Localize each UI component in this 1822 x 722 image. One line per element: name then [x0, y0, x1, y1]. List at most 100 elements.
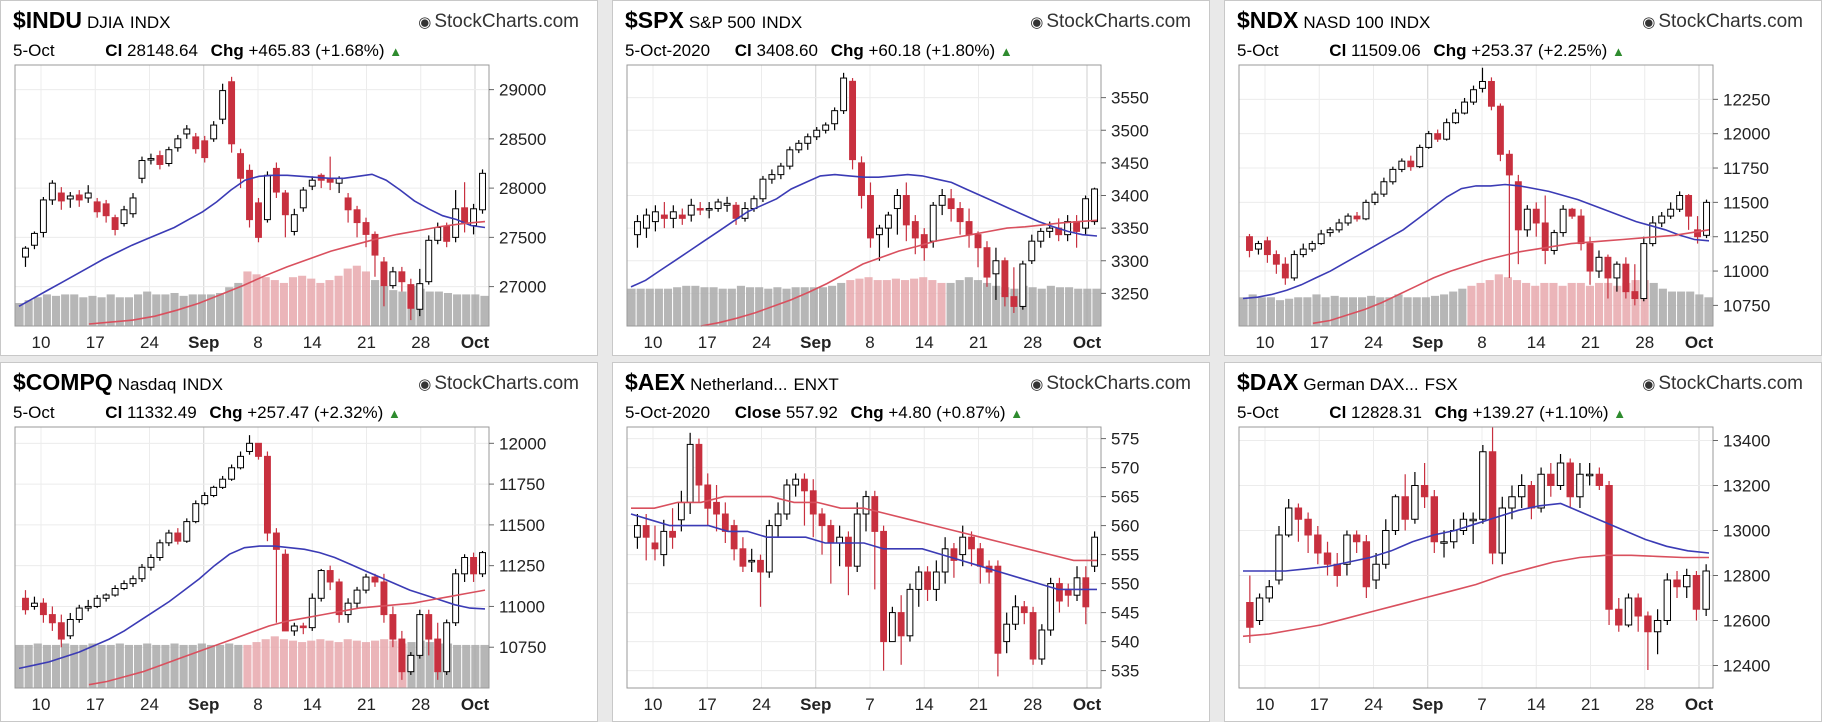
candle — [1073, 566, 1081, 601]
candle — [1514, 174, 1522, 265]
candle — [723, 196, 731, 212]
volume-bar — [1266, 297, 1275, 326]
volume-bar — [1065, 287, 1074, 326]
volume-bar — [124, 644, 133, 688]
candlestick-chart: 27000 27500 28000 28500 29000 10 17 24 Sep 8 14 21 2… — [14, 64, 546, 352]
y-tick-label: 10750 — [499, 638, 546, 657]
candle — [941, 537, 949, 584]
y-tick-label: 13000 — [1723, 522, 1770, 541]
candle — [156, 539, 164, 561]
candle — [849, 78, 857, 170]
volume-bar — [1485, 280, 1494, 326]
candle — [786, 146, 794, 170]
candle — [1615, 598, 1623, 632]
candle — [660, 519, 668, 567]
chart-panel-compq[interactable]: $COMPQ Nasdaq INDX ◉ StockCharts.com 5-Oct … — [0, 362, 598, 722]
volume-bar — [1412, 297, 1421, 326]
volume-bar — [1503, 277, 1512, 326]
candle — [147, 554, 155, 571]
volume-bar — [1449, 291, 1458, 326]
close-value: 557.92 — [785, 403, 838, 422]
candle — [407, 652, 415, 675]
candle — [897, 595, 905, 665]
x-tick-label: 14 — [303, 695, 322, 714]
volume-bar — [846, 280, 855, 326]
x-tick-label: 24 — [140, 695, 159, 714]
volume-bar — [828, 285, 837, 326]
candle — [183, 518, 191, 543]
ma-slow-line — [700, 219, 1098, 327]
y-tick-label: 12800 — [1723, 567, 1770, 586]
chg-label: Chg — [209, 403, 243, 422]
volume-bar — [216, 644, 225, 688]
brand-text: StockCharts.com — [434, 11, 579, 32]
x-tick-label: 8 — [253, 333, 262, 352]
panel-title: $COMPQ Nasdaq INDX — [13, 369, 223, 396]
chart-panel-ndx[interactable]: $NDX NASD 100 INDX ◉ StockCharts.com 5-Oct … — [1224, 0, 1822, 356]
candle — [669, 508, 676, 549]
volume-bar — [79, 644, 88, 688]
x-tick-label: 24 — [752, 695, 771, 714]
candle — [950, 543, 958, 578]
ma-slow-line — [88, 220, 486, 325]
candle — [75, 190, 83, 207]
candle — [308, 593, 316, 631]
volume-bar — [1257, 297, 1266, 326]
volume-bar — [298, 642, 307, 688]
chart-panel-dax[interactable]: $DAX German DAX... FSX ◉ StockCharts.com 5-… — [1224, 362, 1822, 722]
volume-bar — [389, 640, 398, 688]
ma-slow-line — [631, 495, 1097, 562]
volume-bar — [1540, 282, 1549, 326]
candle — [84, 185, 92, 203]
y-tick-label: 11250 — [1723, 228, 1769, 247]
x-tick-label: Sep — [188, 333, 219, 352]
up-arrow-icon: ▲ — [1612, 44, 1625, 59]
candle — [1382, 519, 1390, 569]
volume-bar — [818, 287, 828, 326]
x-tick-label: 14 — [1527, 333, 1546, 352]
volume-bar — [1576, 282, 1585, 326]
candle — [398, 630, 406, 680]
candle — [165, 146, 173, 167]
volume-bar — [79, 297, 88, 326]
candle — [66, 612, 74, 640]
volume-bar — [1704, 297, 1713, 326]
volume-bar — [1476, 282, 1485, 326]
candle — [1029, 606, 1037, 665]
candle — [1685, 194, 1693, 230]
candle — [1012, 595, 1019, 630]
volume-bar — [1458, 288, 1467, 326]
x-tick-label: 28 — [1023, 333, 1042, 352]
candle — [1064, 215, 1072, 242]
volume-bar — [782, 288, 791, 326]
candle — [281, 549, 289, 632]
x-tick-label: 21 — [357, 695, 376, 714]
x-tick-label: 10 — [1256, 695, 1275, 714]
close-label: Cl — [734, 41, 752, 60]
y-tick-label: 11000 — [499, 597, 545, 616]
candle — [48, 606, 56, 631]
y-tick-label: 11750 — [499, 475, 545, 494]
chart-panel-spx[interactable]: $SPX S&P 500 INDX ◉ StockCharts.com 5-Oct-2… — [612, 0, 1210, 356]
candle — [1479, 67, 1486, 93]
volume-bar — [279, 282, 288, 326]
candle — [1673, 571, 1681, 598]
candle — [1294, 503, 1303, 542]
quote-line: 5-Oct Cl 12828.31 Chg +139.27 (+1.10%) ▲ — [1237, 403, 1626, 423]
candle — [1649, 216, 1657, 247]
candle — [1353, 211, 1361, 222]
chart-panel-aex[interactable]: $AEX Netherland... ENXT ◉ StockCharts.com 5… — [612, 362, 1210, 722]
candle — [1420, 463, 1429, 508]
x-tick-label: 7 — [865, 695, 874, 714]
volume-bar — [134, 294, 143, 326]
candle — [704, 473, 712, 526]
candle — [57, 187, 65, 210]
y-tick-label: 27000 — [499, 278, 546, 297]
candle — [669, 205, 677, 229]
candle — [1634, 593, 1642, 632]
candle — [22, 246, 29, 267]
chart-panel-indu[interactable]: $INDU DJIA INDX ◉ StockCharts.com 5-Oct Cl … — [0, 0, 598, 356]
candle — [739, 537, 747, 572]
volume-bar — [97, 297, 106, 326]
x-tick-label: 7 — [1477, 695, 1486, 714]
